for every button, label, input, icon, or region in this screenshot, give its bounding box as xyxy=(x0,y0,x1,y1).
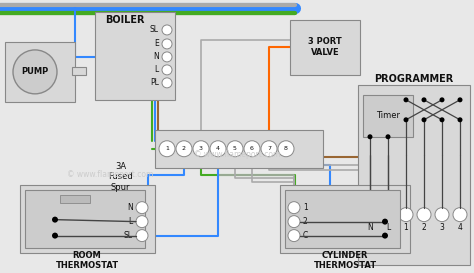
Bar xyxy=(5,42,75,102)
Text: © www.flameport.com: © www.flameport.com xyxy=(67,170,153,179)
Bar xyxy=(60,195,90,203)
Text: N: N xyxy=(127,203,133,212)
Bar xyxy=(0,3,295,7)
Bar xyxy=(358,85,470,265)
Circle shape xyxy=(288,202,300,214)
Bar xyxy=(280,185,410,253)
Text: ROOM
THERMOSTAT: ROOM THERMOSTAT xyxy=(55,251,118,270)
Circle shape xyxy=(382,219,388,225)
Text: C: C xyxy=(303,231,308,240)
Circle shape xyxy=(385,134,391,139)
Circle shape xyxy=(381,208,395,222)
Circle shape xyxy=(288,216,300,228)
Text: 3: 3 xyxy=(199,146,203,151)
Circle shape xyxy=(403,97,409,102)
Text: 7: 7 xyxy=(267,146,271,151)
Circle shape xyxy=(453,208,467,222)
Circle shape xyxy=(421,117,427,122)
Text: 3 PORT
VALVE: 3 PORT VALVE xyxy=(308,37,342,57)
Text: N: N xyxy=(367,223,373,232)
Circle shape xyxy=(421,97,427,102)
Text: L: L xyxy=(155,65,159,74)
Text: 4: 4 xyxy=(457,223,463,232)
Text: 1: 1 xyxy=(165,146,169,151)
Circle shape xyxy=(227,141,243,157)
Circle shape xyxy=(399,208,413,222)
Text: 1: 1 xyxy=(404,223,409,232)
Text: 2: 2 xyxy=(182,146,186,151)
Circle shape xyxy=(244,141,260,157)
Text: SL: SL xyxy=(150,25,159,34)
Text: N: N xyxy=(153,52,159,61)
Bar xyxy=(0,3,295,15)
Text: E: E xyxy=(154,39,159,48)
Circle shape xyxy=(403,117,409,122)
Circle shape xyxy=(439,117,445,122)
Circle shape xyxy=(13,50,57,94)
Text: 2: 2 xyxy=(422,223,427,232)
Circle shape xyxy=(278,141,294,157)
Text: 2: 2 xyxy=(303,217,308,226)
Text: L: L xyxy=(386,223,390,232)
Circle shape xyxy=(382,233,388,239)
Text: 4: 4 xyxy=(216,146,220,151)
Circle shape xyxy=(193,141,209,157)
Circle shape xyxy=(162,78,172,88)
Text: Timer: Timer xyxy=(376,111,400,120)
Circle shape xyxy=(210,141,226,157)
Circle shape xyxy=(439,97,445,102)
Circle shape xyxy=(162,52,172,62)
Text: SL: SL xyxy=(124,231,133,240)
Circle shape xyxy=(162,39,172,49)
Text: PL: PL xyxy=(150,78,159,87)
Text: L: L xyxy=(129,217,133,226)
Text: PUMP: PUMP xyxy=(21,67,49,76)
Circle shape xyxy=(136,230,148,242)
Text: 5: 5 xyxy=(233,146,237,151)
Circle shape xyxy=(367,134,373,139)
Bar xyxy=(155,130,323,168)
Text: BOILER: BOILER xyxy=(105,15,145,25)
Text: 6: 6 xyxy=(250,146,254,151)
Circle shape xyxy=(457,97,463,102)
Circle shape xyxy=(52,233,58,239)
Text: PROGRAMMER: PROGRAMMER xyxy=(374,74,454,84)
Bar xyxy=(363,95,413,137)
Circle shape xyxy=(159,141,175,157)
Bar xyxy=(290,20,360,75)
Circle shape xyxy=(136,202,148,214)
Text: 3: 3 xyxy=(439,223,445,232)
Bar xyxy=(25,190,145,248)
Text: 1: 1 xyxy=(303,203,308,212)
Circle shape xyxy=(162,25,172,35)
Bar xyxy=(72,67,86,75)
Circle shape xyxy=(417,208,431,222)
Text: CYLINDER
THERMOSTAT: CYLINDER THERMOSTAT xyxy=(313,251,376,270)
Circle shape xyxy=(435,208,449,222)
Bar xyxy=(285,190,400,248)
Text: © www.flameport.com: © www.flameport.com xyxy=(194,150,280,159)
Bar xyxy=(95,12,175,100)
Circle shape xyxy=(457,117,463,122)
Circle shape xyxy=(162,65,172,75)
Circle shape xyxy=(176,141,192,157)
Bar xyxy=(20,185,155,253)
Text: 8: 8 xyxy=(284,146,288,151)
Circle shape xyxy=(261,141,277,157)
Circle shape xyxy=(52,217,58,222)
Bar xyxy=(0,3,295,7)
Circle shape xyxy=(136,216,148,228)
Text: 3A
Fused
Spur: 3A Fused Spur xyxy=(108,162,133,192)
Circle shape xyxy=(363,208,377,222)
Circle shape xyxy=(288,230,300,242)
